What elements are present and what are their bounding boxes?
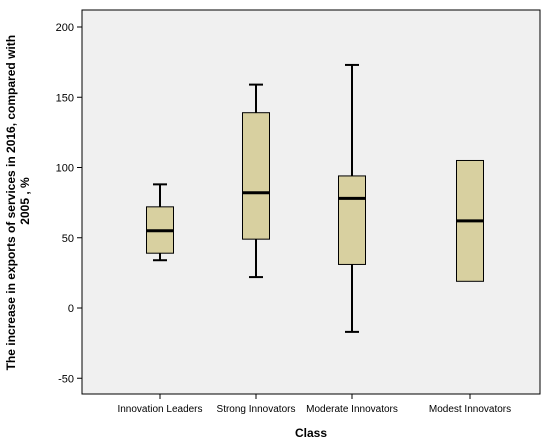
y-tick-label: 150	[56, 92, 74, 104]
y-axis-title-line-2: 2005 , %	[18, 177, 32, 225]
boxes-layer	[146, 63, 484, 333]
iqr-box	[338, 175, 366, 265]
y-axis: -50 0 50 100 150 200	[56, 22, 82, 385]
box-group	[146, 183, 174, 262]
x-tick-label: Moderate Innovators	[306, 404, 398, 415]
y-tick-label: 200	[56, 22, 74, 34]
box-group	[338, 63, 366, 333]
y-axis-title: The increase in exports of services in 2…	[4, 32, 32, 371]
x-axis: Innovation Leaders Strong Innovators Moder…	[117, 394, 511, 415]
iqr-box	[242, 112, 270, 240]
x-tick-label: Modest Innovators	[429, 404, 511, 415]
y-tick-label: 0	[68, 303, 74, 315]
x-axis-title: Class	[295, 426, 327, 440]
box-group	[456, 159, 484, 282]
y-tick-label: -50	[58, 373, 74, 385]
x-tick-label: Strong Innovators	[217, 404, 296, 415]
y-tick-label: 100	[56, 163, 74, 175]
y-axis-title-line-1: The increase in exports of services in 2…	[4, 35, 18, 370]
x-tick-label: Innovation Leaders	[117, 404, 202, 415]
box-group	[242, 83, 270, 279]
y-tick-label: 50	[62, 233, 74, 245]
